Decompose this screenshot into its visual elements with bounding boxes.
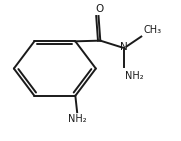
Text: NH₂: NH₂ [68, 114, 87, 124]
Text: N: N [121, 42, 128, 52]
Text: CH₃: CH₃ [143, 25, 161, 35]
Text: O: O [95, 4, 104, 14]
Text: NH₂: NH₂ [125, 71, 144, 81]
